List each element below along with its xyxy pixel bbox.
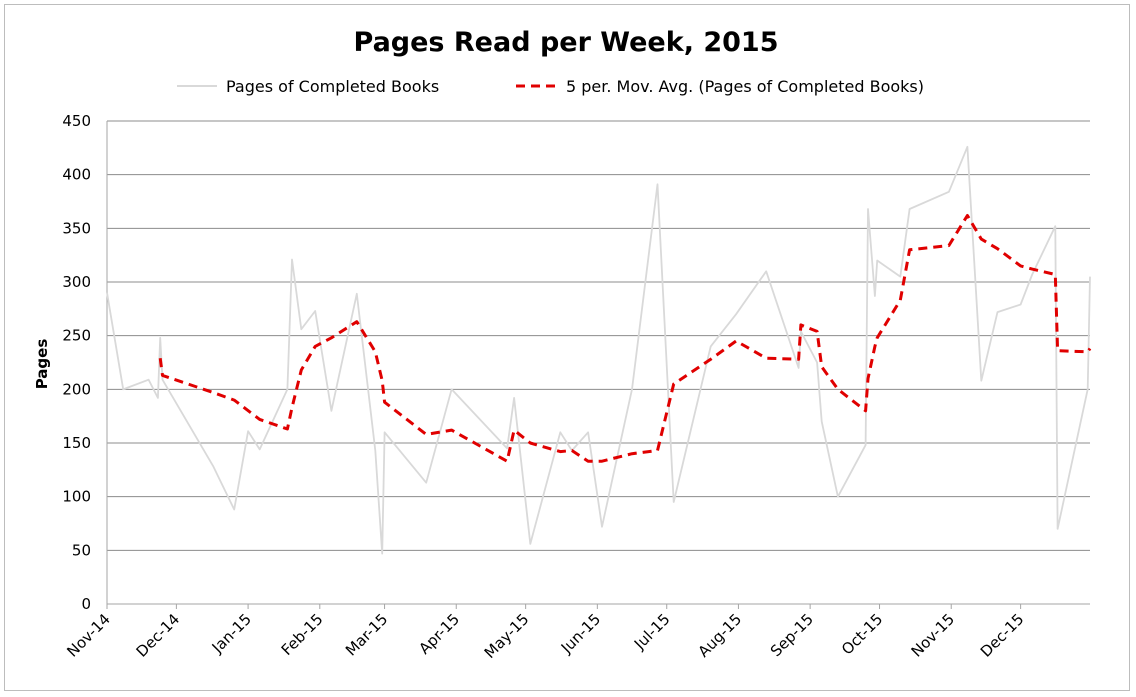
y-axis-label: Pages [33,339,51,390]
x-tick-label: Jul-15 [630,610,674,654]
legend: Pages of Completed Books 5 per. Mov. Avg… [177,77,924,96]
x-tick-label: Nov-15 [908,610,958,660]
x-tick-label: Nov-14 [63,610,113,660]
y-axis-ticks: 0 50 100 150 200 250 300 350 400 450 [62,112,91,613]
x-axis-ticks: Nov-14 Dec-14 Jan-15 Feb-15 Mar-15 Apr-15 May-… [63,604,1027,662]
chart-title: Pages Read per Week, 2015 [354,27,779,58]
y-tick-label: 400 [62,166,91,184]
y-tick-label: 250 [62,327,91,345]
x-tick-label: Jun-15 [557,610,604,657]
x-tick-label: Aug-15 [694,610,745,661]
x-tick-label: Jan-15 [208,610,255,657]
x-tick-label: Dec-15 [977,610,1028,661]
chart-frame [4,4,1130,691]
x-tick-label: Feb-15 [278,610,327,659]
y-tick-label: 300 [62,273,91,291]
x-tick-label: Sep-15 [767,610,817,660]
y-tick-label: 450 [62,112,91,130]
gridlines [106,120,1090,605]
x-tick-label: Apr-15 [415,610,463,658]
y-tick-label: 150 [62,434,91,452]
y-tick-label: 100 [62,488,91,506]
series-line-pages [106,145,1091,555]
x-tick-label: Mar-15 [342,610,391,659]
y-tick-label: 0 [81,595,91,613]
x-tick-label: Oct-15 [838,610,886,658]
y-tick-label: 50 [72,541,91,559]
legend-label-moving-average: 5 per. Mov. Avg. (Pages of Completed Boo… [566,77,924,96]
x-tick-label: May-15 [481,610,533,662]
series-layer [106,145,1092,555]
x-tick-label: Dec-14 [133,610,184,661]
y-tick-label: 200 [62,380,91,398]
y-tick-label: 350 [62,219,91,237]
series-line-moving-average [158,214,1092,463]
legend-label-pages: Pages of Completed Books [226,77,439,96]
